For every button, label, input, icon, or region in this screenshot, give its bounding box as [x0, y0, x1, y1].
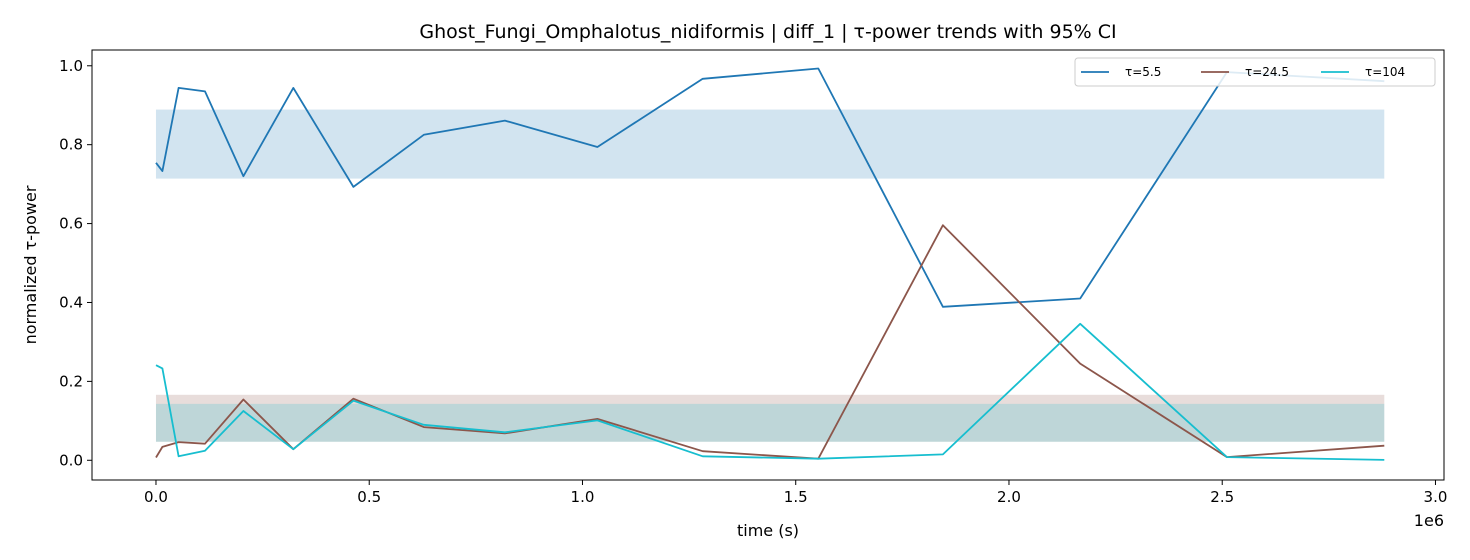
x-tick-label: 2.5 [1210, 488, 1234, 506]
x-axis-label: time (s) [737, 521, 799, 540]
ci-band-0 [155, 109, 1385, 179]
x-tick-label: 0.0 [144, 488, 168, 506]
chart-title: Ghost_Fungi_Omphalotus_nidiformis | diff… [419, 21, 1116, 43]
y-tick-label: 1.0 [59, 57, 83, 75]
ci-band-2 [155, 403, 1385, 442]
legend-label-0: τ=5.5 [1125, 65, 1161, 79]
x-tick-label: 2.0 [997, 488, 1021, 506]
legend: τ=5.5 τ=24.5 τ=104 [1074, 57, 1436, 87]
y-tick-label: 0.6 [59, 215, 83, 233]
x-axis-ticks: 0.0 0.5 1.0 1.5 2.0 2.5 3.0 [144, 480, 1447, 506]
legend-box [1074, 57, 1436, 87]
x-tick-label: 1.0 [571, 488, 595, 506]
x-tick-label: 3.0 [1424, 488, 1448, 506]
legend-label-2: τ=104 [1365, 65, 1405, 79]
x-axis-offset-label: 1e6 [1414, 511, 1444, 530]
plot-frame [91, 49, 1445, 481]
legend-label-1: τ=24.5 [1245, 65, 1289, 79]
y-tick-label: 0.2 [59, 372, 83, 390]
y-axis-ticks: 0.0 0.2 0.4 0.6 0.8 1.0 [59, 57, 92, 469]
y-tick-label: 0.8 [59, 136, 83, 154]
series-line-1 [155, 224, 1385, 460]
series-line-0 [155, 67, 1385, 308]
y-tick-label: 0.0 [59, 451, 83, 469]
series-lines [155, 67, 1385, 461]
y-tick-label: 0.4 [59, 293, 83, 311]
y-axis-label: normalized τ-power [21, 185, 40, 344]
ci-bands [155, 109, 1385, 442]
x-tick-label: 0.5 [357, 488, 381, 506]
x-tick-label: 1.5 [784, 488, 808, 506]
series-line-2 [155, 322, 1385, 461]
